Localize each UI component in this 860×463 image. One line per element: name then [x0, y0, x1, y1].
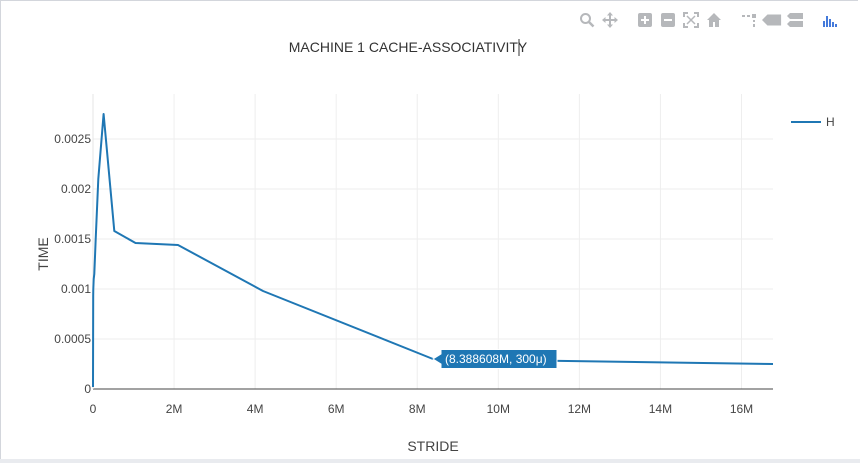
series-layer: [92, 113, 774, 388]
legend[interactable]: H: [791, 115, 835, 129]
pan-icon[interactable]: [600, 10, 620, 30]
x-tick-label: 16M: [730, 402, 753, 416]
hover-box: [432, 349, 558, 369]
x-tick-label: 10M: [487, 402, 510, 416]
axes: 0 2M 4M 6M 8M 10M 12M 14M 16M 0 0.0005 0.001 0.0015 0…: [54, 94, 773, 416]
y-tick-label: 0: [84, 382, 91, 396]
spike-lines-icon[interactable]: [739, 10, 759, 30]
zoom-in-icon[interactable]: [635, 10, 655, 30]
grid-lines: [93, 94, 773, 389]
hover-closest-icon[interactable]: [762, 10, 782, 30]
chart-title[interactable]: MACHINE 1 CACHE-ASSOCIATIVITY: [289, 39, 528, 55]
x-tick-label: 2M: [166, 402, 183, 416]
x-tick-label: 12M: [568, 402, 591, 416]
zoom-out-icon[interactable]: [658, 10, 678, 30]
x-tick-label: 0: [90, 402, 97, 416]
plotly-logo-icon[interactable]: [820, 10, 840, 30]
x-tick-label: 14M: [649, 402, 672, 416]
y-tick-label: 0.0015: [54, 232, 91, 246]
x-tick-label: 8M: [409, 402, 426, 416]
reset-axes-icon[interactable]: [704, 10, 724, 30]
y-axis-title[interactable]: TIME: [35, 237, 51, 270]
y-tick-label: 0.0005: [54, 332, 91, 346]
legend-label: H: [826, 115, 835, 129]
bottom-strip: [0, 459, 860, 463]
y-tick-label: 0.002: [61, 182, 91, 196]
x-tick-label: 4M: [247, 402, 264, 416]
hover-label-text: (8.388608M, 300μ): [445, 352, 547, 366]
hover-compare-icon[interactable]: [785, 10, 805, 30]
autoscale-icon[interactable]: [681, 10, 701, 30]
modebar: [577, 10, 843, 30]
zoom-icon[interactable]: [577, 10, 597, 30]
x-axis-title[interactable]: STRIDE: [407, 438, 458, 454]
series-line-H[interactable]: [92, 113, 774, 388]
hover-tooltip: (8.388608M, 300μ): [432, 349, 558, 369]
y-tick-label: 0.001: [61, 282, 91, 296]
x-tick-label: 6M: [328, 402, 345, 416]
y-tick-label: 0.0025: [54, 132, 91, 146]
